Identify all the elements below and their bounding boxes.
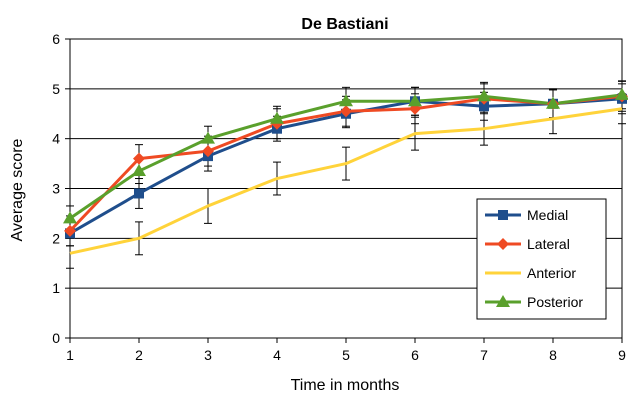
x-tick-label: 3: [204, 347, 212, 363]
legend-item-anterior: Anterior: [485, 265, 576, 281]
data-point: [498, 210, 508, 220]
data-point: [201, 131, 215, 144]
data-point: [270, 111, 284, 124]
legend-label: Posterior: [527, 294, 583, 310]
x-tick-label: 6: [411, 347, 419, 363]
legend: Medial Lateral Anterior Posterior: [476, 198, 607, 320]
x-tick-label: 1: [66, 347, 74, 363]
x-tick-label: 8: [549, 347, 557, 363]
y-tick-label: 5: [52, 81, 60, 97]
data-point: [496, 295, 510, 307]
data-point: [339, 94, 353, 107]
legend-item-medial: Medial: [485, 207, 568, 223]
legend-label: Anterior: [527, 265, 576, 281]
legend-label: Lateral: [527, 236, 570, 252]
data-point: [340, 105, 352, 118]
series-line-anterior: [69, 107, 623, 255]
y-tick-label: 2: [52, 230, 60, 246]
y-tick-label: 1: [52, 280, 60, 296]
y-tick-label: 3: [52, 181, 60, 197]
chart-title: De Bastiani: [301, 16, 388, 33]
legend-item-posterior: Posterior: [485, 294, 583, 310]
data-point: [134, 188, 144, 199]
data-point: [133, 152, 145, 165]
x-tick-label: 5: [342, 347, 350, 363]
legend-label: Medial: [527, 207, 568, 223]
data-point: [63, 211, 77, 224]
data-point: [497, 238, 509, 250]
y-axis-label: Average score: [9, 138, 26, 241]
x-tick-label: 9: [618, 347, 626, 363]
x-tick-label: 4: [273, 347, 281, 363]
data-point: [408, 94, 422, 107]
y-tick-label: 4: [52, 131, 60, 147]
data-point: [132, 164, 146, 177]
x-axis-label: Time in months: [291, 377, 400, 394]
data-point: [202, 145, 214, 158]
x-tick-label: 2: [135, 347, 143, 363]
data-point: [479, 101, 489, 112]
data-point: [615, 87, 628, 100]
legend-item-lateral: Lateral: [485, 236, 570, 252]
data-point: [477, 89, 491, 102]
y-tick-label: 6: [52, 31, 60, 47]
x-tick-label: 7: [480, 347, 488, 363]
data-point: [546, 96, 560, 109]
series-markers: [63, 87, 628, 239]
data-point: [64, 224, 76, 237]
y-tick-label: 0: [52, 330, 60, 346]
